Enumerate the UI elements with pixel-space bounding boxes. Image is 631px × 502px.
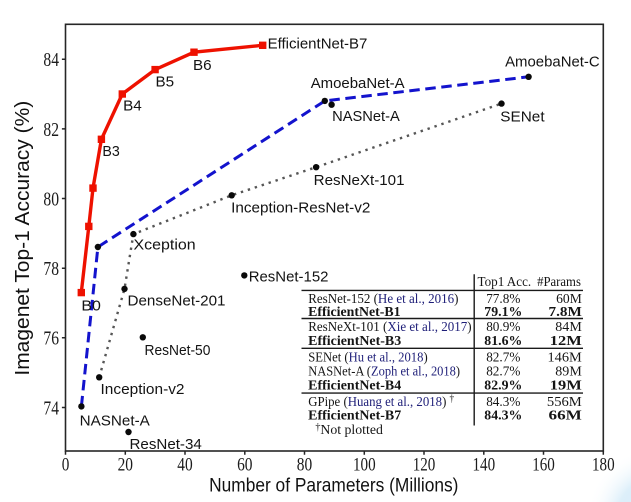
svg-text:81.6%: 81.6% (484, 333, 522, 348)
svg-text:84.3%: 84.3% (486, 394, 521, 409)
svg-text:60M: 60M (556, 291, 582, 306)
svg-text:40: 40 (177, 455, 192, 476)
svg-text:84: 84 (43, 49, 59, 71)
svg-text:B4: B4 (123, 97, 142, 114)
svg-text:78: 78 (43, 258, 59, 280)
svg-text:74: 74 (43, 397, 59, 419)
svg-text:66M: 66M (549, 407, 582, 422)
svg-text:DenseNet-201: DenseNet-201 (128, 293, 226, 310)
svg-text:B6: B6 (193, 57, 212, 74)
svg-text:SENet: SENet (500, 109, 545, 126)
svg-text:84M: 84M (555, 319, 582, 334)
svg-text:Number of Parameters (Millions: Number of Parameters (Millions) (209, 475, 458, 496)
svg-text:EfficientNet-B4: EfficientNet-B4 (308, 377, 401, 392)
svg-text:Inception-v2: Inception-v2 (101, 381, 185, 398)
svg-text:ResNet-152: ResNet-152 (249, 268, 329, 285)
svg-text:20: 20 (118, 455, 133, 476)
svg-text:140: 140 (473, 455, 496, 476)
svg-text:ResNeXt-101 (Xie et al., 2017): ResNeXt-101 (Xie et al., 2017) (308, 319, 471, 335)
svg-text:Imagenet Top-1 Accuracy (%): Imagenet Top-1 Accuracy (%) (12, 101, 34, 376)
svg-text:Top1 Acc.: Top1 Acc. (478, 274, 532, 289)
svg-text:84.3%: 84.3% (484, 407, 522, 422)
svg-text:ResNet-34: ResNet-34 (130, 436, 202, 453)
svg-text:556M: 556M (547, 394, 582, 409)
svg-text:77.8%: 77.8% (486, 291, 521, 306)
svg-text:80.9%: 80.9% (486, 319, 521, 334)
svg-text:EfficientNet-B1: EfficientNet-B1 (308, 304, 400, 319)
svg-text:82.7%: 82.7% (486, 363, 521, 378)
svg-text:NASNet-A (Zoph et al., 2018): NASNet-A (Zoph et al., 2018) (308, 363, 460, 379)
svg-text:12M: 12M (550, 333, 582, 348)
svg-text:AmoebaNet-A: AmoebaNet-A (311, 75, 405, 92)
svg-text:#Params: #Params (537, 274, 581, 289)
svg-text:79.1%: 79.1% (484, 304, 522, 319)
svg-text:80: 80 (43, 188, 59, 210)
svg-text:Xception: Xception (134, 237, 196, 254)
svg-text:SENet (Hu et al., 2018): SENet (Hu et al., 2018) (308, 349, 428, 365)
svg-text:EfficientNet-B3: EfficientNet-B3 (308, 333, 401, 348)
svg-text:89M: 89M (555, 363, 582, 378)
svg-text:NASNet-A: NASNet-A (80, 413, 150, 430)
svg-text:82: 82 (43, 119, 59, 141)
svg-text:76: 76 (43, 328, 59, 350)
svg-text:NASNet-A: NASNet-A (332, 108, 400, 125)
svg-text:Inception-ResNet-v2: Inception-ResNet-v2 (231, 200, 370, 217)
svg-text:ResNet-50: ResNet-50 (145, 342, 211, 359)
svg-text:EfficientNet-B7: EfficientNet-B7 (308, 407, 401, 422)
svg-text:82.9%: 82.9% (484, 377, 522, 392)
svg-text:60: 60 (237, 455, 252, 476)
svg-text:ResNet-152 (He et al., 2016): ResNet-152 (He et al., 2016) (308, 291, 458, 307)
svg-text:B3: B3 (102, 143, 119, 160)
svg-text:AmoebaNet-C: AmoebaNet-C (505, 54, 600, 71)
svg-text:100: 100 (353, 455, 376, 476)
svg-text:†Not plotted: †Not plotted (315, 422, 383, 437)
svg-text:7.8M: 7.8M (549, 304, 582, 319)
svg-text:19M: 19M (550, 377, 582, 392)
svg-text:160: 160 (532, 455, 555, 476)
svg-text:GPipe (Huang et al., 2018) †: GPipe (Huang et al., 2018) † (308, 394, 454, 411)
svg-text:ResNeXt-101: ResNeXt-101 (314, 172, 405, 189)
svg-text:EfficientNet-B7: EfficientNet-B7 (268, 36, 368, 53)
svg-text:0: 0 (62, 455, 70, 476)
svg-text:120: 120 (413, 455, 436, 476)
svg-text:80: 80 (297, 455, 312, 476)
svg-text:B5: B5 (156, 74, 175, 91)
svg-text:B0: B0 (81, 297, 101, 314)
svg-text:82.7%: 82.7% (486, 349, 521, 364)
svg-text:180: 180 (592, 455, 615, 476)
svg-text:146M: 146M (548, 349, 582, 364)
